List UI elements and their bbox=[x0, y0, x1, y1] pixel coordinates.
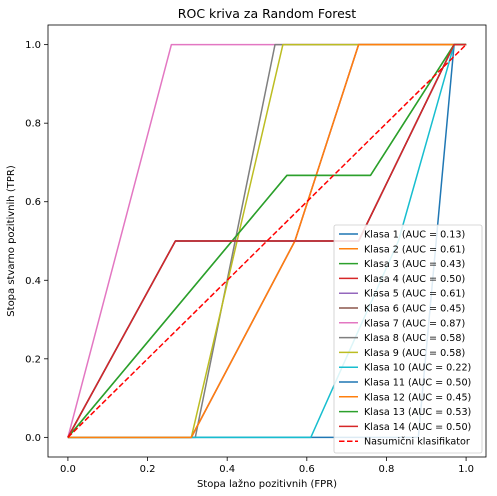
x-tick-label: 0.8 bbox=[379, 464, 395, 475]
x-axis-label: Stopa lažno pozitivnih (FPR) bbox=[197, 478, 337, 490]
x-tick-label: 0.0 bbox=[60, 464, 76, 475]
legend-entry-label: Klasa 5 (AUC = 0.61) bbox=[364, 289, 465, 300]
y-tick-label: 0.0 bbox=[25, 433, 41, 444]
legend-entry-label: Klasa 11 (AUC = 0.50) bbox=[364, 378, 471, 389]
y-tick-label: 0.4 bbox=[25, 276, 41, 287]
y-tick-label: 0.8 bbox=[25, 119, 41, 130]
x-tick-label: 0.2 bbox=[140, 464, 156, 475]
plot-frame bbox=[47, 24, 487, 458]
legend-entry-label: Klasa 8 (AUC = 0.58) bbox=[364, 333, 465, 344]
legend: Klasa 1 (AUC = 0.13) Klasa 2 (AUC = 0.61)… bbox=[333, 224, 483, 454]
axis-ticks: 0.0 0.2 0.4 0.6 0.8 1.0 0.0 0.2 0.4 0.6 0.8 1.0 bbox=[25, 40, 474, 475]
legend-entry-label: Nasumični klasifikator bbox=[364, 436, 470, 448]
legend-entry-label: Klasa 7 (AUC = 0.87) bbox=[364, 318, 465, 329]
legend-entry-label: Klasa 14 (AUC = 0.50) bbox=[364, 422, 471, 433]
y-tick-label: 0.2 bbox=[25, 354, 41, 365]
x-tick-label: 0.6 bbox=[299, 464, 315, 475]
legend-entry-label: Klasa 3 (AUC = 0.43) bbox=[364, 259, 465, 270]
legend-entry-label: Klasa 1 (AUC = 0.13) bbox=[364, 230, 465, 241]
legend-entry-label: Klasa 10 (AUC = 0.22) bbox=[364, 363, 471, 374]
legend-entry-label: Klasa 6 (AUC = 0.45) bbox=[364, 304, 465, 315]
y-axis-label: Stopa stvarno pozitivnih (TPR) bbox=[6, 165, 17, 317]
legend-box bbox=[333, 224, 483, 454]
y-tick-label: 1.0 bbox=[25, 40, 41, 51]
legend-entry-label: Klasa 2 (AUC = 0.61) bbox=[364, 244, 465, 255]
legend-entry-label: Klasa 4 (AUC = 0.50) bbox=[364, 274, 465, 285]
legend-entry-label: Klasa 12 (AUC = 0.45) bbox=[364, 392, 471, 403]
series-line-15 bbox=[67, 44, 467, 438]
x-tick-label: 0.4 bbox=[219, 464, 235, 475]
x-tick-label: 1.0 bbox=[458, 464, 474, 475]
legend-entry-label: Klasa 13 (AUC = 0.53) bbox=[364, 407, 471, 418]
legend-entry-label: Klasa 9 (AUC = 0.58) bbox=[364, 348, 465, 359]
y-tick-label: 0.6 bbox=[25, 197, 41, 208]
chart-title: ROC kriva za Random Forest bbox=[178, 6, 356, 21]
